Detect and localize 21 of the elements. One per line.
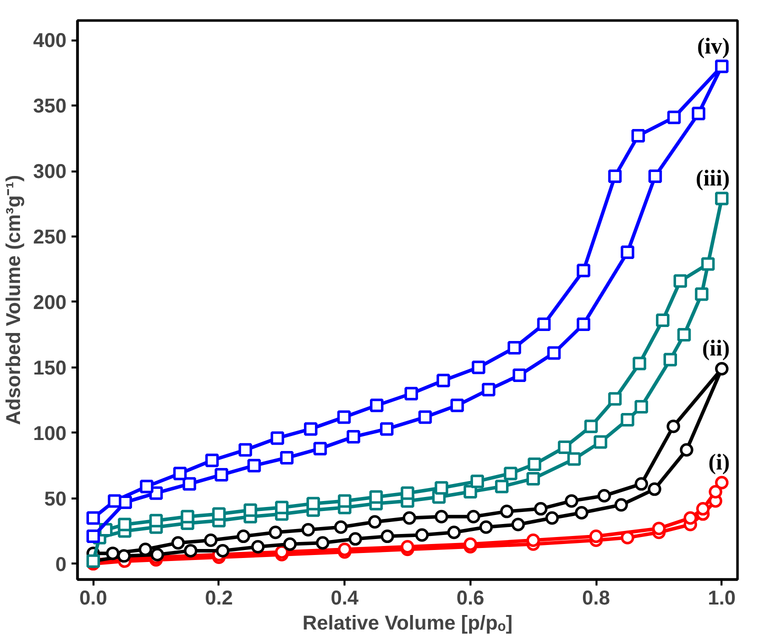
y-tick-label: 100 [33,422,67,445]
x-tick-label: 0.4 [330,588,360,610]
y-tick-label: 0 [55,554,66,576]
x-tick-label: 0.6 [456,588,484,610]
x-tick-label: 0.2 [205,588,233,610]
y-tick-label: 200 [33,292,67,314]
series-label: (iii) [696,166,730,191]
y-tick-label: 350 [33,96,67,118]
x-axis-title: Relative Volume [p/pₒ] [302,612,513,634]
y-tick-label: 50 [44,488,67,510]
y-tick-label: 250 [33,226,67,249]
x-tick-label: 1.0 [708,588,736,610]
y-tick-label: 150 [33,357,67,380]
x-tick-label: 0.8 [582,588,610,610]
series-label: (ii) [702,336,730,361]
y-axis-title: Adsorbed Volume (cm³g⁻¹) [3,175,26,425]
x-tick-label: 0.0 [79,588,108,610]
series-label: (i) [708,450,730,475]
series-label: (iv) [697,33,730,58]
y-tick-label: 400 [33,30,67,52]
y-tick-label: 300 [33,161,67,184]
